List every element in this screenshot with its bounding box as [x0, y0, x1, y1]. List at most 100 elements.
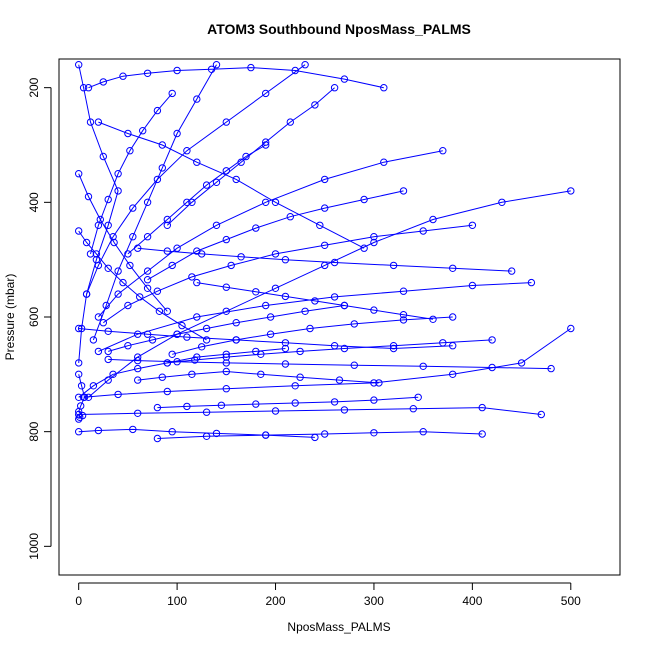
data-point — [139, 127, 147, 135]
data-point — [291, 66, 299, 75]
data-point — [468, 281, 477, 290]
data-point — [419, 428, 427, 436]
data-point — [173, 129, 181, 138]
data-point — [188, 273, 196, 281]
data-point — [212, 429, 221, 438]
data-point — [237, 253, 245, 261]
data-point — [183, 198, 191, 207]
series-10 — [84, 63, 388, 92]
data-point — [262, 431, 270, 439]
series-line — [172, 316, 453, 355]
data-point — [468, 221, 477, 230]
x-axis-label: NposMass_PALMS — [287, 620, 390, 634]
data-point — [227, 261, 235, 270]
data-point — [399, 187, 408, 195]
series-22 — [143, 187, 408, 284]
data-point — [222, 235, 231, 244]
data-point — [350, 361, 358, 369]
data-point — [321, 175, 329, 184]
data-point — [222, 385, 231, 393]
plot-area-border — [58, 58, 621, 576]
data-point — [183, 147, 191, 155]
data-point — [104, 355, 112, 364]
data-point — [429, 215, 437, 224]
data-point — [86, 250, 95, 258]
data-point — [110, 238, 118, 247]
data-point — [242, 152, 250, 161]
series-line — [92, 64, 217, 341]
data-point — [75, 324, 83, 333]
data-point — [104, 327, 112, 335]
data-point — [129, 425, 137, 434]
data-point — [124, 301, 132, 310]
data-point — [409, 405, 417, 413]
data-point — [143, 284, 152, 292]
data-point — [399, 287, 408, 295]
data-point — [370, 233, 378, 241]
series-24 — [168, 313, 457, 358]
data-point — [335, 376, 344, 384]
data-point — [380, 158, 388, 166]
data-point — [163, 359, 172, 367]
data-point — [247, 63, 255, 72]
data-point — [266, 313, 275, 321]
data-point — [360, 195, 368, 204]
data-point — [188, 198, 196, 207]
data-point — [188, 370, 196, 378]
series-12 — [134, 244, 516, 275]
data-point — [340, 75, 349, 83]
data-point — [222, 353, 231, 361]
data-point — [104, 376, 112, 384]
series-line — [83, 328, 572, 398]
data-point — [281, 344, 290, 353]
y-axis: 200 400 600 800 1000 — [27, 77, 52, 560]
data-point — [370, 238, 378, 247]
series-14 — [75, 324, 457, 353]
data-point — [301, 307, 309, 315]
data-point — [75, 393, 83, 401]
data-point — [232, 336, 240, 344]
data-point — [153, 434, 162, 443]
data-point — [82, 238, 91, 247]
data-point — [163, 307, 172, 315]
data-point — [143, 330, 152, 338]
data-point — [389, 342, 398, 350]
data-point — [330, 258, 339, 267]
data-point — [80, 393, 89, 401]
x-axis: 0 100 200 300 400 500 — [75, 582, 581, 608]
data-point — [99, 78, 108, 86]
data-point — [222, 359, 231, 367]
series-line — [196, 282, 434, 320]
data-point — [143, 198, 152, 207]
data-point — [340, 406, 349, 414]
data-point — [114, 267, 122, 275]
data-point — [94, 347, 103, 356]
data-point — [119, 72, 127, 80]
data-point — [370, 429, 378, 437]
data-point — [198, 343, 206, 351]
data-point — [153, 175, 162, 184]
data-point — [84, 393, 93, 401]
data-point — [296, 347, 304, 356]
data-point — [202, 336, 211, 344]
data-point — [330, 84, 339, 92]
data-point — [119, 278, 127, 287]
series-layer — [75, 60, 575, 443]
data-point — [222, 118, 231, 126]
data-point — [311, 101, 319, 109]
series-line — [137, 247, 512, 272]
series-line — [167, 339, 493, 364]
data-point — [212, 221, 221, 230]
data-point — [102, 301, 110, 310]
data-point — [94, 426, 103, 435]
y-tick-label: 400 — [27, 192, 41, 212]
data-point — [86, 118, 95, 126]
series-line — [78, 64, 119, 363]
data-point — [79, 84, 88, 92]
series-line — [157, 396, 419, 409]
data-point — [104, 264, 112, 272]
data-point — [271, 284, 280, 292]
series-28 — [193, 278, 437, 323]
series-line — [88, 190, 571, 398]
data-point — [478, 430, 486, 438]
